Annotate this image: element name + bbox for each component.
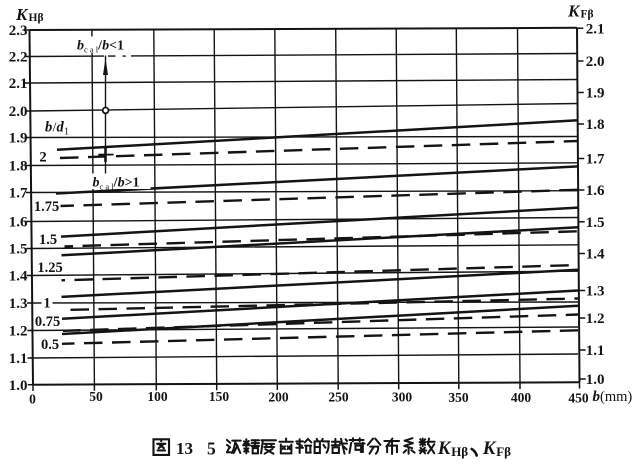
svg-text:1.0: 1.0 — [586, 372, 605, 388]
svg-text:50: 50 — [89, 389, 103, 404]
svg-text:1.8: 1.8 — [9, 159, 28, 175]
svg-text:1.6: 1.6 — [586, 183, 605, 199]
svg-text:2.1: 2.1 — [586, 21, 605, 37]
svg-text:1.75: 1.75 — [34, 199, 59, 215]
svg-text:13: 13 — [176, 439, 193, 458]
svg-text:1: 1 — [43, 296, 50, 312]
svg-text:1.9: 1.9 — [9, 131, 28, 147]
svg-text:K: K — [567, 2, 581, 21]
svg-text:1.5: 1.5 — [39, 232, 57, 248]
svg-text:2.0: 2.0 — [9, 104, 28, 120]
svg-text:2: 2 — [39, 150, 46, 166]
svg-text:2.0: 2.0 — [586, 54, 605, 70]
svg-text:Fβ: Fβ — [581, 9, 594, 21]
svg-text:K: K — [437, 438, 452, 459]
svg-text:b: b — [45, 120, 52, 136]
svg-text:1: 1 — [64, 127, 69, 138]
svg-text:400: 400 — [511, 390, 532, 405]
svg-text:1.5: 1.5 — [586, 215, 605, 231]
svg-text:300: 300 — [392, 390, 413, 405]
svg-text:Fβ: Fβ — [496, 444, 511, 459]
svg-text:Hβ: Hβ — [29, 12, 44, 24]
svg-text:200: 200 — [268, 389, 289, 404]
svg-text:1.0: 1.0 — [9, 378, 28, 394]
svg-text:1.3: 1.3 — [586, 284, 605, 300]
svg-text:1.7: 1.7 — [9, 186, 28, 202]
svg-text:1.1: 1.1 — [9, 351, 28, 367]
svg-text:1.1: 1.1 — [586, 343, 605, 359]
svg-text:0.5: 0.5 — [41, 337, 59, 353]
svg-text:1.2: 1.2 — [9, 324, 28, 340]
svg-text:K: K — [482, 438, 497, 459]
svg-text:1.4: 1.4 — [9, 269, 28, 285]
svg-text:5: 5 — [207, 439, 216, 459]
svg-text:1.8: 1.8 — [586, 117, 605, 133]
svg-text:100: 100 — [147, 389, 168, 404]
svg-text:2.1: 2.1 — [9, 76, 28, 92]
svg-text:250: 250 — [328, 389, 349, 404]
svg-text:1.5: 1.5 — [9, 242, 28, 258]
svg-text:1.25: 1.25 — [37, 260, 62, 276]
svg-text:0: 0 — [29, 392, 36, 407]
svg-text:1.3: 1.3 — [9, 296, 28, 312]
svg-text:d: d — [57, 120, 65, 136]
svg-text:(mm): (mm) — [600, 389, 632, 405]
svg-text:0.75: 0.75 — [35, 314, 60, 330]
svg-text:1.9: 1.9 — [586, 86, 605, 102]
svg-text:/: / — [53, 121, 57, 136]
svg-text:2.2: 2.2 — [9, 50, 28, 66]
svg-text:K: K — [15, 5, 29, 24]
svg-text:2.3: 2.3 — [9, 23, 28, 39]
svg-text:1.4: 1.4 — [586, 247, 605, 263]
svg-text:b: b — [593, 389, 601, 405]
svg-text:1.2: 1.2 — [586, 311, 605, 327]
svg-text:150: 150 — [209, 389, 230, 404]
svg-text:Hβ: Hβ — [451, 444, 468, 459]
svg-text:350: 350 — [448, 390, 469, 405]
svg-text:450: 450 — [568, 391, 589, 406]
svg-text:1.6: 1.6 — [9, 215, 28, 231]
svg-text:1.7: 1.7 — [586, 152, 605, 168]
